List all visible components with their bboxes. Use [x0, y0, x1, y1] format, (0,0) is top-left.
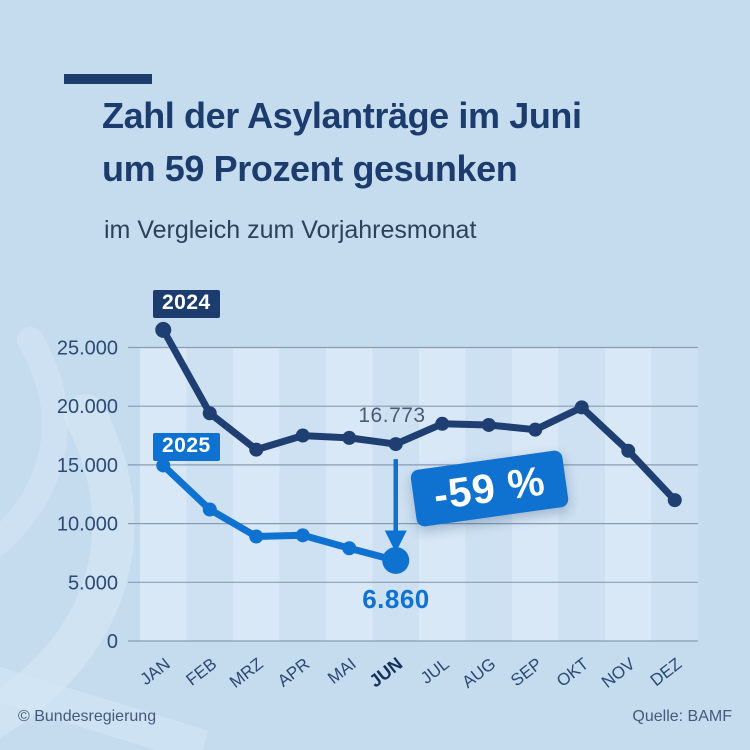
data-point-2024-OKT	[574, 400, 589, 415]
title-dash	[64, 74, 152, 84]
data-point-2024-FEB	[202, 406, 217, 421]
series-line-2025	[159, 462, 400, 564]
plot-stripe-JAN	[140, 347, 187, 641]
data-point-2025-JUN	[382, 546, 410, 574]
copyright: © Bundesregierung	[18, 708, 157, 725]
data-point-2025-APR	[295, 528, 310, 543]
x-tick-label-FEB: FEB	[182, 654, 220, 689]
series-line-2024	[159, 326, 679, 504]
x-tick-label-APR: APR	[274, 654, 313, 691]
data-point-2024-NOV	[621, 443, 636, 458]
y-tick-label-25.000: 25.000	[57, 338, 118, 360]
x-tick-label-SEP: SEP	[507, 654, 546, 690]
annotation-jun-2024-value: 16.773	[358, 404, 426, 427]
x-tick-label-NOV: NOV	[598, 654, 639, 692]
data-point-2025-MAI	[342, 541, 357, 556]
x-tick-label-JUL: JUL	[417, 654, 453, 688]
data-point-2024-APR	[295, 428, 310, 443]
headline-line2: um 59 Prozent gesunken	[102, 147, 518, 189]
subtitle: im Vergleich zum Vorjahresmonat	[104, 216, 477, 244]
headline-line1: Zahl der Asylanträge im Juni	[102, 95, 582, 136]
data-point-2025-JAN	[156, 458, 171, 473]
x-tick-label-MAI: MAI	[324, 654, 360, 688]
series-label-2024: 2024	[153, 290, 220, 318]
y-tick-label-20.000: 20.000	[57, 396, 118, 418]
data-point-2025-FEB	[202, 502, 217, 517]
x-tick-label-DEZ: DEZ	[647, 654, 685, 690]
y-tick-label-15.000: 15.000	[57, 455, 118, 477]
data-point-2024-MRZ	[249, 442, 264, 457]
decrease-arrow-head	[384, 530, 407, 553]
data-point-2024-JAN	[155, 321, 172, 338]
data-point-2024-SEP	[528, 422, 543, 437]
data-point-2024-MAI	[342, 430, 357, 445]
y-tick-label-0: 0	[107, 631, 118, 653]
data-point-2024-AUG	[481, 417, 496, 432]
x-tick-label-MRZ: MRZ	[226, 654, 267, 692]
x-tick-label-JAN: JAN	[137, 654, 174, 689]
annotation-jun-2025-value: 6.860	[362, 584, 430, 614]
data-point-2024-DEZ	[667, 493, 682, 508]
x-tick-label-OKT: OKT	[553, 654, 592, 690]
data-point-2024-JUN	[388, 437, 403, 452]
plot-stripe-NOV	[605, 347, 652, 641]
y-tick-label-10.000: 10.000	[57, 514, 118, 536]
x-tick-label-AUG: AUG	[458, 654, 499, 692]
plot-stripe-MRZ	[233, 347, 280, 641]
data-point-2024-JUL	[435, 416, 450, 431]
series-label-2025: 2025	[153, 433, 220, 461]
data-point-2025-MRZ	[249, 529, 264, 544]
plot-stripe-MAI	[326, 347, 373, 641]
headline: Zahl der Asylanträge im Juni um 59 Prozen…	[102, 90, 582, 196]
source: Quelle: BAMF	[632, 708, 732, 725]
y-tick-label-5.000: 5.000	[68, 572, 118, 594]
x-tick-label-JUN: JUN	[366, 653, 407, 691]
